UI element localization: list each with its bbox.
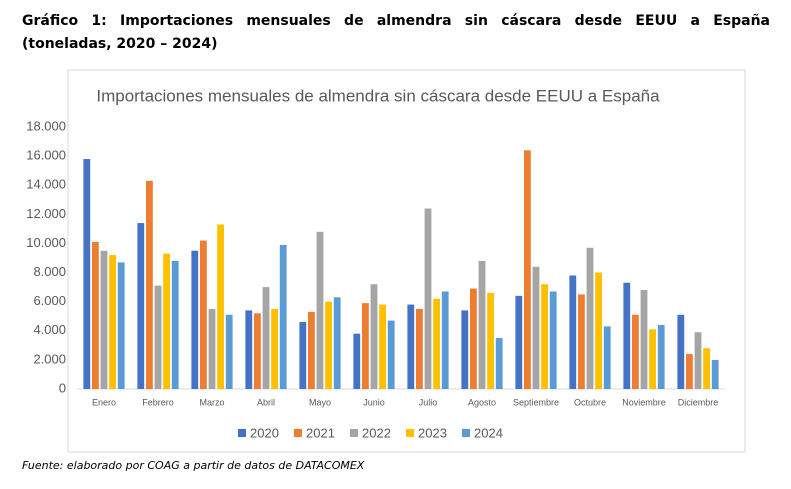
legend-label: 2021	[306, 425, 335, 440]
x-tick-label: Junio	[363, 397, 385, 407]
bar	[640, 290, 648, 389]
bar	[299, 322, 307, 389]
bar	[487, 292, 494, 389]
y-tick-label: 12.000	[26, 206, 66, 221]
bar	[154, 285, 162, 389]
source: Fuente: elaborado por COAG a partir de d…	[22, 459, 365, 472]
x-tick-label: Agosto	[468, 397, 496, 407]
y-tick-label: 10.000	[26, 235, 66, 250]
bar	[532, 266, 540, 389]
bar	[515, 295, 523, 389]
x-tick-label: Septiembre	[513, 397, 559, 407]
bar	[433, 298, 440, 389]
x-tick-label: Febrero	[142, 397, 174, 407]
bar	[163, 253, 170, 389]
x-tick-label: Mayo	[309, 397, 331, 407]
x-tick-label: Marzo	[199, 397, 224, 407]
y-tick-label: 16.000	[26, 148, 66, 163]
bar	[586, 247, 594, 389]
y-tick-label: 0	[59, 380, 66, 395]
bar	[541, 284, 548, 389]
bar	[262, 287, 270, 389]
heading: Gráfico 1: Importaciones mensuales de al…	[22, 13, 770, 52]
bar	[595, 272, 602, 389]
bar	[416, 308, 423, 389]
x-tick-label: Julio	[419, 397, 438, 407]
bar	[208, 308, 216, 389]
y-tick-label: 8.000	[33, 264, 66, 279]
legend-label: 2023	[418, 425, 447, 440]
bar	[569, 275, 577, 389]
bar	[333, 297, 341, 389]
bar	[370, 284, 378, 389]
legend-label: 2024	[474, 425, 503, 440]
bar	[478, 260, 486, 389]
bar	[171, 260, 179, 389]
x-tick-label: Abril	[257, 397, 275, 407]
legend-label: 2020	[250, 425, 279, 440]
bar	[379, 304, 386, 389]
bar	[549, 291, 557, 389]
bar	[623, 282, 631, 389]
legend-swatch	[406, 429, 414, 437]
bar	[677, 314, 685, 389]
bar	[362, 303, 369, 389]
bar	[137, 223, 145, 389]
bar	[83, 159, 91, 389]
x-tick-label: Noviembre	[622, 397, 666, 407]
bar	[200, 240, 207, 389]
bar	[279, 244, 287, 389]
bar	[271, 308, 278, 389]
chart-title: Importaciones mensuales de almendra sin …	[96, 86, 660, 105]
bar	[308, 311, 315, 389]
legend-swatch	[350, 429, 358, 437]
bar	[694, 332, 702, 389]
bar	[109, 255, 116, 389]
legend-swatch	[294, 429, 302, 437]
bar	[578, 294, 585, 389]
bar	[524, 150, 531, 389]
bar	[217, 224, 224, 389]
x-tick-label: Octubre	[574, 397, 606, 407]
y-tick-label: 4.000	[33, 322, 66, 337]
bar	[191, 250, 199, 389]
x-tick-label: Diciembre	[678, 397, 719, 407]
y-tick-label: 18.000	[26, 118, 66, 133]
x-tick-label: Enero	[92, 397, 116, 407]
bar	[603, 326, 611, 389]
bar	[703, 348, 710, 389]
bar	[686, 354, 693, 389]
legend-label: 2022	[362, 425, 391, 440]
bar	[470, 288, 477, 389]
bar	[461, 310, 469, 389]
bar	[100, 250, 108, 389]
bar	[649, 329, 656, 389]
bar	[254, 313, 261, 389]
legend-swatch	[462, 429, 470, 437]
bar	[245, 310, 253, 389]
bar	[441, 291, 449, 389]
bar	[325, 301, 332, 389]
y-tick-label: 2.000	[33, 351, 66, 366]
bar	[424, 208, 432, 389]
bar	[387, 320, 395, 389]
bar	[117, 262, 125, 389]
bar	[225, 314, 233, 389]
bar	[711, 359, 719, 389]
bar	[407, 304, 415, 389]
bar	[495, 338, 503, 389]
bar	[92, 241, 99, 389]
bar	[353, 333, 361, 389]
bar	[657, 324, 665, 389]
bar	[316, 231, 324, 389]
legend-swatch	[238, 429, 246, 437]
y-tick-label: 6.000	[33, 293, 66, 308]
bar	[632, 314, 639, 389]
y-tick-label: 14.000	[26, 177, 66, 192]
bar	[146, 180, 153, 389]
